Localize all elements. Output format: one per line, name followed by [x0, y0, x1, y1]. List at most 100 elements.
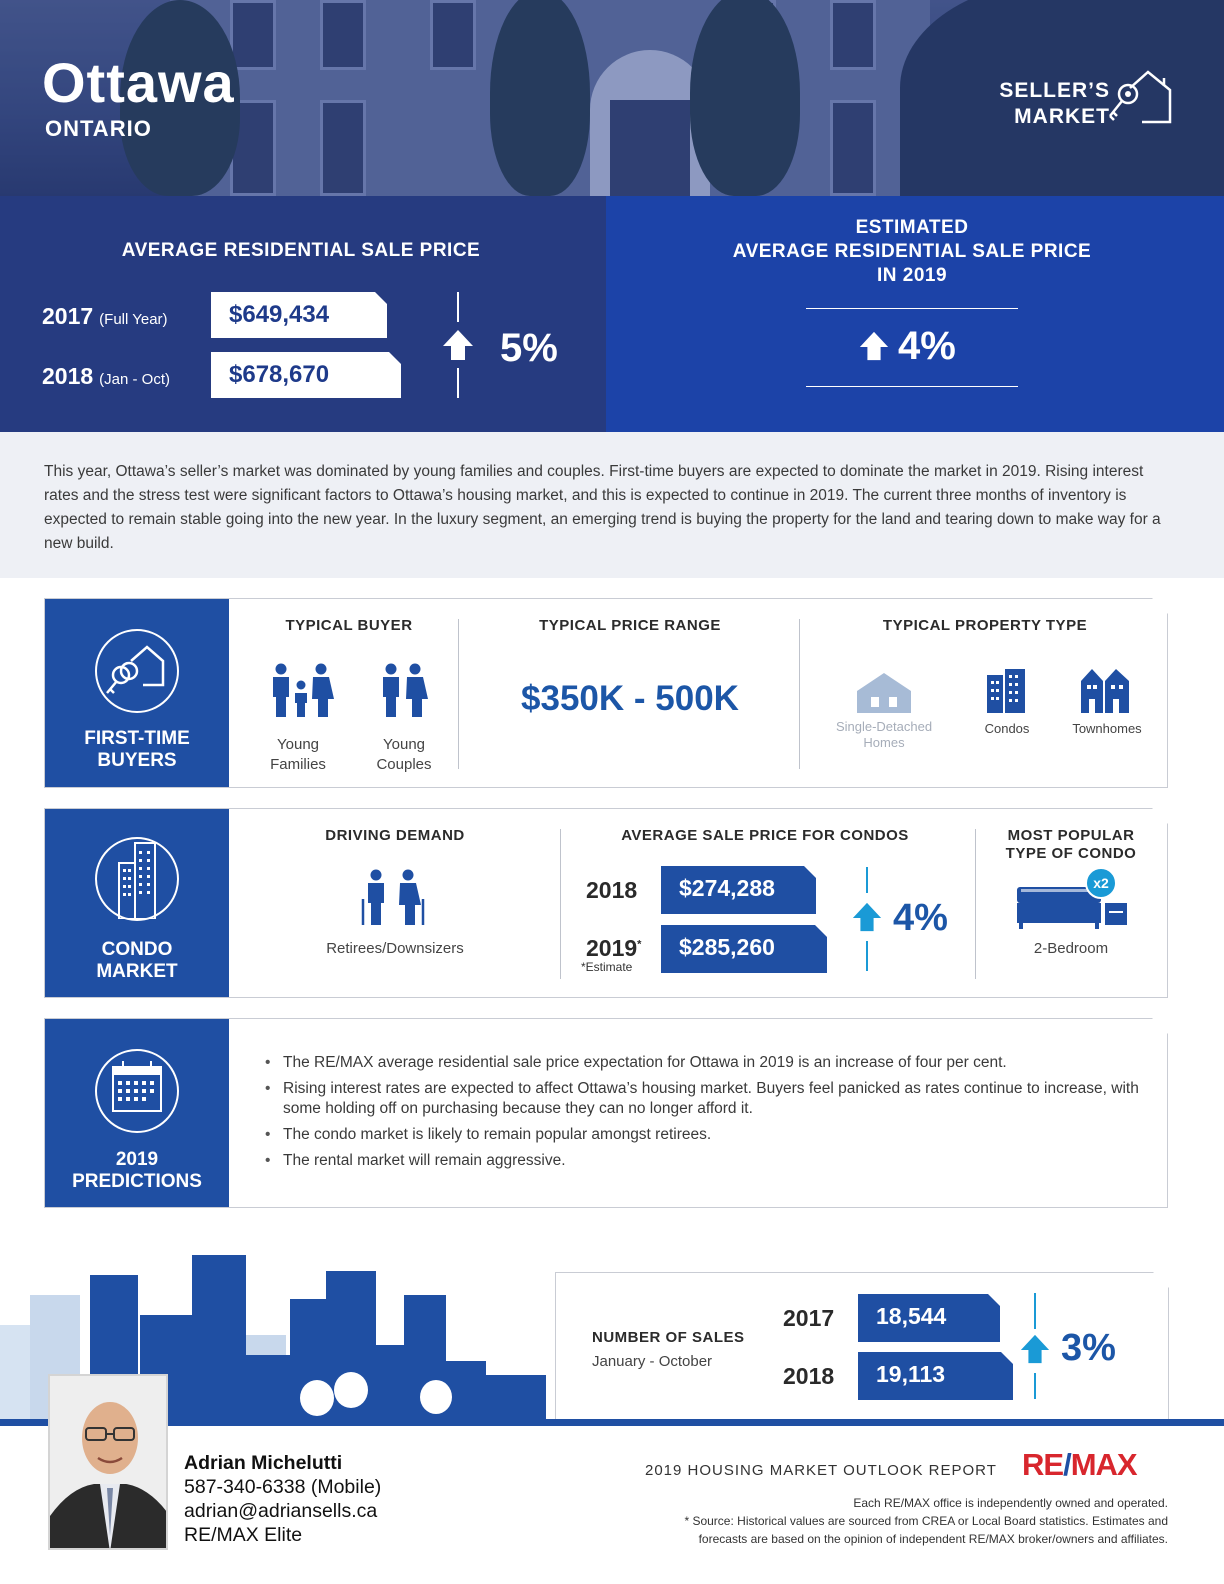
- prediction-item: Rising interest rates are expected to af…: [265, 1079, 1145, 1119]
- first-time-buyers-card: FIRST-TIME BUYERS TYPICAL BUYER Young Fa…: [44, 598, 1168, 788]
- retirees-icon: [359, 869, 427, 927]
- divider: [457, 368, 459, 398]
- card-label-line1: FIRST-TIME: [84, 728, 190, 749]
- x2-badge: x2: [1085, 867, 1117, 899]
- agent-phone[interactable]: 587-340-6338 (Mobile): [184, 1476, 382, 1498]
- remax-logo-slash: /: [1063, 1447, 1072, 1482]
- disclaimer-line: * Source: Historical values are sourced …: [684, 1514, 1168, 1528]
- buyer-label-line2: Couples: [376, 756, 432, 773]
- arrow-up-icon: [1019, 1333, 1051, 1365]
- sales-value-2017: 18,544: [858, 1294, 1000, 1342]
- market-type-line2: MARKET: [1014, 105, 1110, 128]
- avg-price-value-2018: $678,670: [211, 352, 401, 398]
- condo-change: 4%: [893, 897, 948, 939]
- market-type-line1: SELLER’S: [999, 79, 1110, 102]
- price-range-heading: TYPICAL PRICE RANGE: [539, 617, 721, 634]
- estimated-title-line2: AVERAGE RESIDENTIAL SALE PRICE: [732, 241, 1092, 262]
- key-house-icon: [95, 629, 179, 713]
- popular-condo-value: 2-Bedroom: [1033, 940, 1109, 957]
- condo-year: 2019: [586, 935, 638, 961]
- buyer-label-line2: Families: [270, 756, 326, 773]
- estimated-title: ESTIMATED AVERAGE RESIDENTIAL SALE PRICE…: [606, 216, 1218, 288]
- summary-section: This year, Ottawa’s seller’s market was …: [0, 432, 1224, 578]
- remax-logo-max: MAX: [1070, 1447, 1138, 1482]
- estimated-title-line1: ESTIMATED: [855, 217, 969, 238]
- townhome-icon: [1079, 667, 1131, 713]
- property-label-single: Single-Detached Homes: [820, 719, 948, 751]
- remax-logo-re: RE: [1022, 1447, 1064, 1482]
- divider: [806, 386, 1018, 387]
- divider: [866, 941, 868, 971]
- divider: [560, 829, 561, 979]
- agent-office: RE/MAX Elite: [184, 1524, 303, 1546]
- predictions-card: 2019 PREDICTIONS The RE/MAX average resi…: [44, 1018, 1168, 1208]
- sales-change: 3%: [1061, 1327, 1116, 1369]
- province-title: ONTARIO: [45, 116, 152, 141]
- agent-name: Adrian Michelutti: [184, 1452, 343, 1474]
- report-title: 2019 HOUSING MARKET OUTLOOK REPORT: [645, 1462, 997, 1479]
- avg-price-panel: AVERAGE RESIDENTIAL SALE PRICE 2017 (Full…: [0, 196, 606, 432]
- divider: [1034, 1293, 1036, 1329]
- avg-price-row-2018: 2018 (Jan - Oct): [42, 363, 170, 390]
- predictions-list: The RE/MAX average residential sale pric…: [265, 1053, 1145, 1177]
- disclaimer-line: forecasts are based on the opinion of in…: [698, 1532, 1168, 1546]
- prediction-item: The RE/MAX average residential sale pric…: [265, 1053, 1145, 1073]
- condo-building-icon: [985, 667, 1027, 713]
- ground-line: [0, 1419, 1224, 1426]
- divider: [975, 829, 976, 979]
- prediction-item: The condo market is likely to remain pop…: [265, 1125, 1145, 1145]
- card-label-line2: PREDICTIONS: [72, 1171, 202, 1192]
- avg-price-title: AVERAGE RESIDENTIAL SALE PRICE: [121, 240, 481, 261]
- avg-price-value-2017: $649,434: [211, 292, 387, 338]
- condo-market-label: CONDO MARKET: [45, 809, 229, 997]
- arrow-up-icon: [859, 331, 889, 361]
- disclaimer: Each RE/MAX office is independently owne…: [568, 1494, 1168, 1548]
- typical-buyer-heading: TYPICAL BUYER: [285, 617, 413, 634]
- agent-photo: [48, 1374, 168, 1550]
- arrow-up-icon: [443, 330, 473, 360]
- avg-condo-price-heading: AVERAGE SALE PRICE FOR CONDOS: [621, 827, 909, 844]
- bedroom-bed-icon: [1015, 869, 1131, 931]
- arrow-up-icon: [851, 901, 883, 933]
- driving-demand-heading: DRIVING DEMAND: [325, 827, 465, 844]
- popular-head-line1: MOST POPULAR: [1007, 827, 1135, 844]
- condo-price-2018: $274,288: [661, 866, 816, 914]
- popular-condo-heading: MOST POPULAR TYPE OF CONDO: [985, 827, 1157, 863]
- avg-price-period: (Jan - Oct): [99, 371, 171, 388]
- couple-icon: [377, 663, 429, 719]
- buyer-label-line1: Young: [383, 736, 425, 753]
- property-label-line1: Single-Detached: [835, 719, 933, 734]
- estimate-note: *Estimate: [581, 960, 633, 974]
- agent-email[interactable]: adrian@adriansells.ca: [184, 1500, 378, 1522]
- building-icon: [95, 837, 179, 921]
- divider: [457, 292, 459, 322]
- avg-price-year: 2017: [42, 303, 94, 329]
- agent-contact: Adrian Michelutti 587-340-6338 (Mobile) …: [184, 1451, 381, 1547]
- remax-logo: RE/MAX: [1022, 1447, 1138, 1483]
- estimated-price-panel: ESTIMATED AVERAGE RESIDENTIAL SALE PRICE…: [606, 196, 1224, 432]
- estimated-change: 4%: [898, 324, 956, 368]
- estimated-title-line3: IN 2019: [876, 265, 948, 286]
- prediction-item: The rental market will remain aggressive…: [265, 1151, 1145, 1171]
- city-skyline-illustration: [0, 1250, 560, 1425]
- property-label-townhomes: Townhomes: [1072, 721, 1142, 736]
- price-range-value: $350K - 500K: [521, 679, 739, 718]
- avg-price-year: 2018: [42, 363, 94, 389]
- divider: [806, 308, 1018, 309]
- calendar-icon: [95, 1049, 179, 1133]
- buyer-label-line1: Young: [277, 736, 319, 753]
- sales-heading: NUMBER OF SALES: [592, 1329, 745, 1346]
- buyer-label-families: Young Families: [253, 735, 343, 775]
- buyer-label-couples: Young Couples: [359, 735, 449, 775]
- hero-banner: Ottawa ONTARIO SELLER’S MARKET: [0, 0, 1224, 196]
- family-icon: [267, 663, 335, 719]
- divider: [1034, 1373, 1036, 1399]
- predictions-label: 2019 PREDICTIONS: [45, 1019, 229, 1207]
- disclaimer-line: Each RE/MAX office is independently owne…: [853, 1496, 1168, 1510]
- sales-value-2018: 19,113: [858, 1352, 1013, 1400]
- sales-year-2018: 2018: [783, 1363, 835, 1389]
- key-house-icon: [1109, 70, 1172, 124]
- city-title: Ottawa: [42, 51, 235, 114]
- first-time-buyers-label: FIRST-TIME BUYERS: [45, 599, 229, 787]
- condo-price-2019: $285,260: [661, 925, 827, 973]
